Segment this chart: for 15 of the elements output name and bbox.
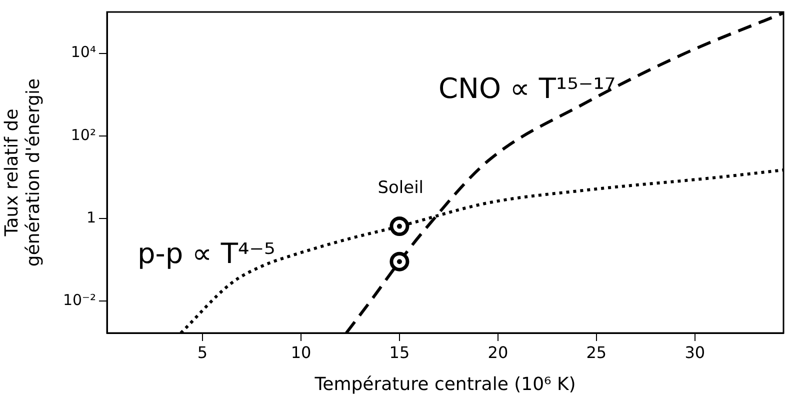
y-tick-label: 1: [86, 208, 96, 226]
x-axis-title: Température centrale (10⁶ K): [314, 374, 576, 395]
y-tick-label: 10⁴: [70, 43, 96, 62]
y-axis-title: Taux relatif de génération d'énergie: [1, 78, 44, 267]
y-tick-label: 10²: [70, 126, 96, 144]
x-tick-label: 30: [684, 342, 706, 362]
x-tick-label: 25: [586, 342, 607, 362]
annotation: CNO ∝ T¹⁵⁻¹⁷: [438, 72, 616, 105]
x-tick-label: 10: [290, 342, 312, 362]
x-tick-label: 15: [389, 342, 410, 362]
x-tick-label: 5: [197, 342, 208, 362]
annotation: Soleil: [378, 178, 424, 198]
y-tick-label: 10⁻²: [62, 291, 96, 310]
x-tick-label: 20: [488, 342, 508, 362]
annotation: p-p ∝ T⁴⁻⁵: [137, 237, 276, 270]
